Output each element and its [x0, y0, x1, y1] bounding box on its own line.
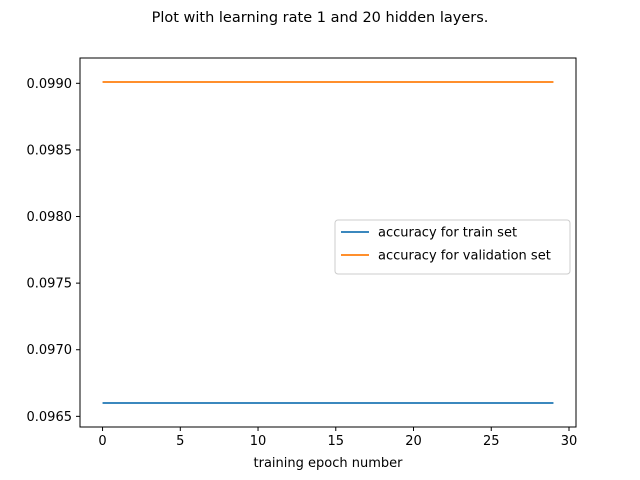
- x-tick-label: 15: [328, 434, 345, 449]
- y-tick-label: 0.0990: [27, 77, 73, 92]
- x-tick-label: 20: [405, 434, 422, 449]
- x-tick-label: 0: [98, 434, 106, 449]
- y-tick-label: 0.0965: [27, 410, 73, 425]
- x-axis: 0 5 10 15 20 25 30: [98, 427, 577, 449]
- y-tick-label: 0.0985: [27, 143, 73, 158]
- y-tick-label: 0.0975: [27, 277, 73, 292]
- plot-lines: [102, 81, 554, 404]
- legend-box: [334, 219, 571, 275]
- legend-label: accuracy for validation set: [378, 249, 551, 264]
- x-axis-label: training epoch number: [254, 456, 404, 471]
- plot-frame: [79, 57, 577, 428]
- y-tick-label: 0.0970: [27, 343, 73, 358]
- x-tick-label: 5: [176, 434, 184, 449]
- chart-title: Plot with learning rate 1 and 20 hidden …: [152, 10, 489, 26]
- y-tick-label: 0.0980: [27, 210, 73, 225]
- x-tick-label: 10: [250, 434, 267, 449]
- legend-label: accuracy for train set: [378, 226, 517, 241]
- x-tick-label: 25: [483, 434, 500, 449]
- y-axis: 0.0965 0.0970 0.0975 0.0980 0.0985 0.0990: [27, 77, 80, 425]
- legend: accuracy for train set accuracy for valid…: [334, 219, 571, 275]
- x-tick-label: 30: [561, 434, 578, 449]
